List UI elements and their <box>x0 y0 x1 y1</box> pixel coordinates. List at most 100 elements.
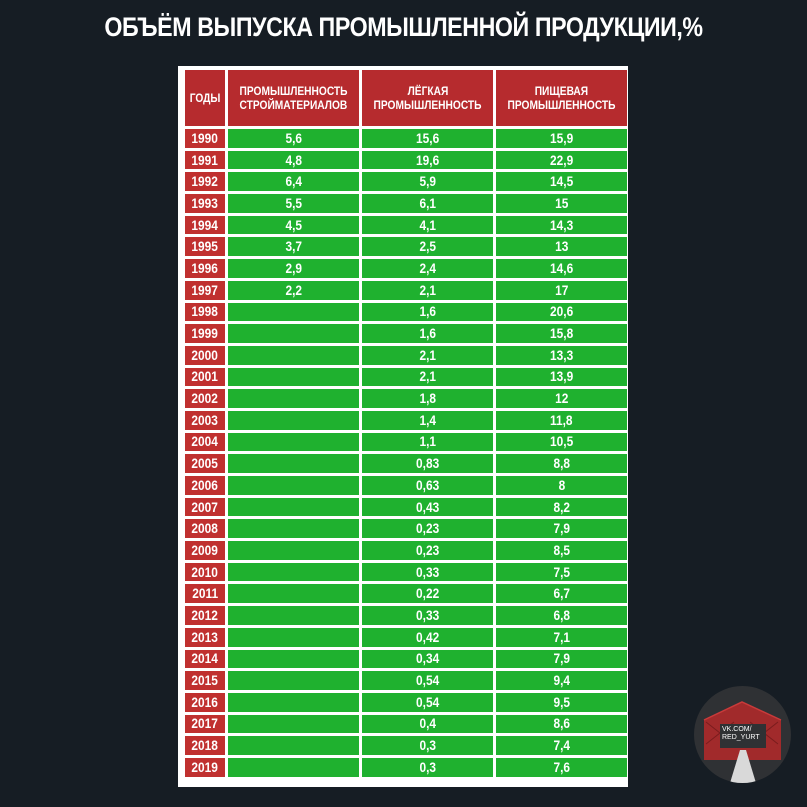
value-label: 5,9 <box>419 173 436 190</box>
value-label: 17 <box>555 281 569 298</box>
year-label: 2010 <box>191 563 219 580</box>
table-row: 2008 0,23 7,9 <box>185 519 628 539</box>
table-row: 1998 1,6 20,6 <box>185 302 628 322</box>
value-label: 6,1 <box>419 194 436 211</box>
table-row: 1997 2,2 2,1 17 <box>185 280 628 300</box>
value-cell: 2,1 <box>362 280 494 300</box>
value-cell <box>228 541 360 560</box>
value-cell: 2,1 <box>362 345 494 365</box>
year-cell: 2008 <box>185 519 226 539</box>
value-label: 7,6 <box>553 758 570 775</box>
table-row: 1994 4,5 4,1 14,3 <box>185 215 628 235</box>
value-cell <box>228 410 360 430</box>
column-header-line2: ПРОМЫШЛЕННОСТЬ <box>373 98 482 112</box>
value-cell: 4,8 <box>228 150 360 170</box>
value-label: 0,63 <box>416 476 440 493</box>
value-label: 4,8 <box>285 151 302 168</box>
value-label: 1,8 <box>419 390 436 407</box>
value-label: 13,9 <box>550 368 574 385</box>
year-label: 1997 <box>191 281 219 298</box>
year-label: 1995 <box>191 238 219 255</box>
year-label: 2006 <box>191 476 219 493</box>
value-label: 2,1 <box>419 281 436 298</box>
value-label: 0,3 <box>419 737 436 754</box>
table-row: 1992 6,4 5,9 14,5 <box>185 172 628 192</box>
value-cell: 1,6 <box>362 324 494 343</box>
year-cell: 2012 <box>185 606 226 625</box>
column-header-line1: ПИЩЕВАЯ <box>534 84 589 98</box>
value-label: 8,5 <box>553 541 570 558</box>
table-row: 1995 3,7 2,5 13 <box>185 237 628 257</box>
year-cell: 1994 <box>185 215 226 235</box>
value-cell: 7,5 <box>496 562 628 582</box>
value-cell <box>228 302 360 322</box>
value-cell: 13,3 <box>496 345 628 365</box>
year-cell: 2013 <box>185 627 226 647</box>
value-label: 0,3 <box>419 758 436 775</box>
year-label: 1996 <box>191 259 219 276</box>
value-label: 3,7 <box>285 238 302 255</box>
year-cell: 2007 <box>185 497 226 517</box>
value-cell <box>228 367 360 387</box>
value-cell <box>228 671 360 690</box>
value-label: 7,9 <box>553 650 570 667</box>
table-row: 1999 1,6 15,8 <box>185 324 628 343</box>
chart-title: ОБЪЁМ ВЫПУСКА ПРОМЫШЛЕННОЙ ПРОДУКЦИИ,% <box>104 12 703 42</box>
value-label: 14,6 <box>550 259 574 276</box>
year-cell: 2010 <box>185 562 226 582</box>
value-label: 5,6 <box>285 129 302 146</box>
value-cell: 15 <box>496 194 628 213</box>
value-cell: 0,54 <box>362 671 494 690</box>
value-cell: 8,2 <box>496 497 628 517</box>
value-cell: 13 <box>496 237 628 257</box>
value-label: 7,4 <box>553 737 570 754</box>
value-cell <box>228 606 360 625</box>
year-cell: 2004 <box>185 432 226 452</box>
value-cell: 9,4 <box>496 671 628 690</box>
year-label: 2017 <box>191 715 219 732</box>
year-label: 1992 <box>191 173 219 190</box>
value-label: 2,2 <box>285 281 302 298</box>
column-header-line1: ЛЁГКАЯ <box>407 84 449 98</box>
value-cell: 7,6 <box>496 757 628 777</box>
value-cell: 6,8 <box>496 606 628 625</box>
value-cell <box>228 562 360 582</box>
value-label: 7,5 <box>553 563 570 580</box>
year-cell: 2006 <box>185 476 226 495</box>
table-row: 2002 1,8 12 <box>185 389 628 408</box>
value-cell: 7,9 <box>496 649 628 669</box>
value-label: 0,4 <box>419 715 436 732</box>
value-cell: 0,33 <box>362 606 494 625</box>
table-row: 2012 0,33 6,8 <box>185 606 628 625</box>
year-label: 2009 <box>191 541 219 558</box>
value-label: 1,6 <box>419 303 436 320</box>
value-cell: 0,22 <box>362 584 494 604</box>
year-cell: 1999 <box>185 324 226 343</box>
value-cell: 12 <box>496 389 628 408</box>
value-cell: 4,5 <box>228 215 360 235</box>
year-cell: 2019 <box>185 757 226 777</box>
year-cell: 2011 <box>185 584 226 604</box>
value-cell <box>228 432 360 452</box>
value-label: 0,23 <box>416 520 440 537</box>
year-cell: 2001 <box>185 367 226 387</box>
year-cell: 1990 <box>185 129 226 148</box>
year-cell: 1995 <box>185 237 226 257</box>
value-cell: 1,4 <box>362 410 494 430</box>
value-label: 19,6 <box>416 151 440 168</box>
value-cell: 7,9 <box>496 519 628 539</box>
year-cell: 2014 <box>185 649 226 669</box>
value-label: 7,9 <box>553 520 570 537</box>
value-label: 13 <box>555 238 569 255</box>
value-label: 0,33 <box>416 606 440 623</box>
value-label: 10,5 <box>550 433 574 450</box>
value-label: 2,1 <box>419 346 436 363</box>
value-cell: 1,8 <box>362 389 494 408</box>
data-table: ГОДЫ ПРОМЫШЛЕННОСТЬ СТРОЙМАТЕРИАЛОВ ЛЁГК… <box>182 67 630 780</box>
year-cell: 2003 <box>185 410 226 430</box>
value-label: 1,1 <box>419 433 436 450</box>
value-cell: 19,6 <box>362 150 494 170</box>
year-label: 2012 <box>191 606 219 623</box>
logo-text-line1: VK.COM/ <box>722 726 752 733</box>
